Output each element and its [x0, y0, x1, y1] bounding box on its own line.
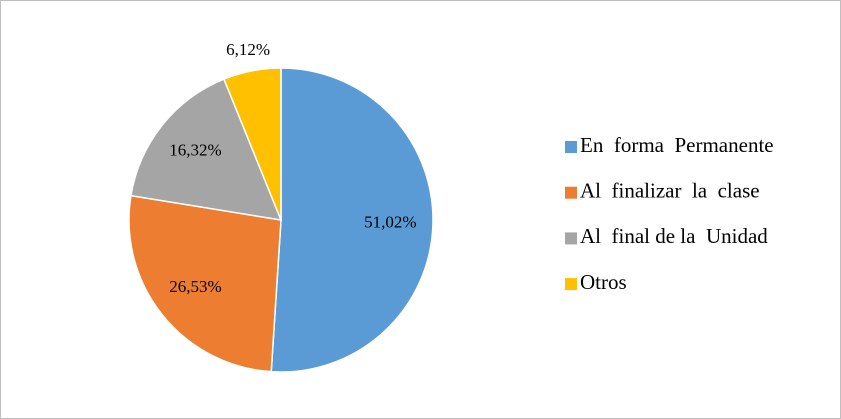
legend-label: En forma Permanente: [580, 133, 774, 157]
data-label: 16,32%: [169, 141, 221, 160]
legend-swatch: [565, 232, 577, 245]
pie-slice: [222, 67, 282, 221]
legend-label: Al finalizar la clase: [580, 179, 760, 203]
legend-label: Al final de la Unidad: [580, 224, 768, 248]
pie-slice: [128, 194, 282, 373]
data-label: 6,12%: [226, 40, 270, 59]
data-label: 51,02%: [364, 212, 416, 231]
data-label: 26,53%: [169, 277, 221, 296]
legend-swatch: [565, 186, 577, 199]
pie-slice: [270, 67, 434, 373]
legend-label: Otros: [580, 270, 627, 294]
legend-swatch: [565, 141, 577, 153]
legend-swatch: [565, 278, 577, 291]
pie-slice: [130, 78, 283, 221]
